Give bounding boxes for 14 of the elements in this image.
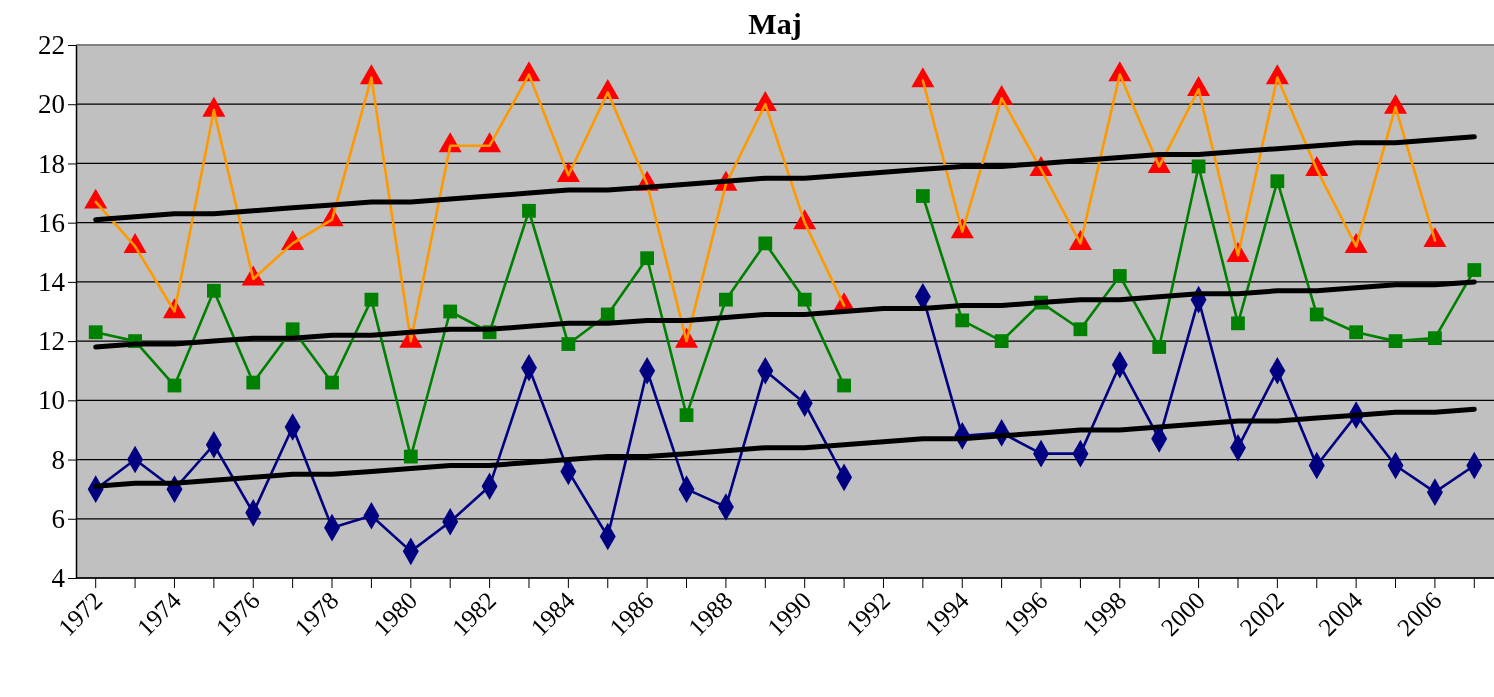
y-tick-label: 10 (38, 385, 65, 416)
point (1467, 263, 1482, 277)
y-tick-label: 6 (51, 503, 65, 534)
y-tick-label: 8 (51, 444, 65, 475)
y-tick-label: 18 (38, 148, 65, 179)
y-tick-label: 4 (51, 563, 66, 594)
y-tick-label: 14 (38, 267, 66, 298)
y-tick-label: 22 (38, 30, 65, 61)
y-tick-label: 12 (38, 326, 65, 357)
point (88, 325, 103, 340)
chart-title: Maj (748, 7, 802, 40)
point (911, 67, 935, 88)
y-tick-label: 20 (38, 89, 65, 120)
y-tick-label: 16 (38, 207, 65, 238)
